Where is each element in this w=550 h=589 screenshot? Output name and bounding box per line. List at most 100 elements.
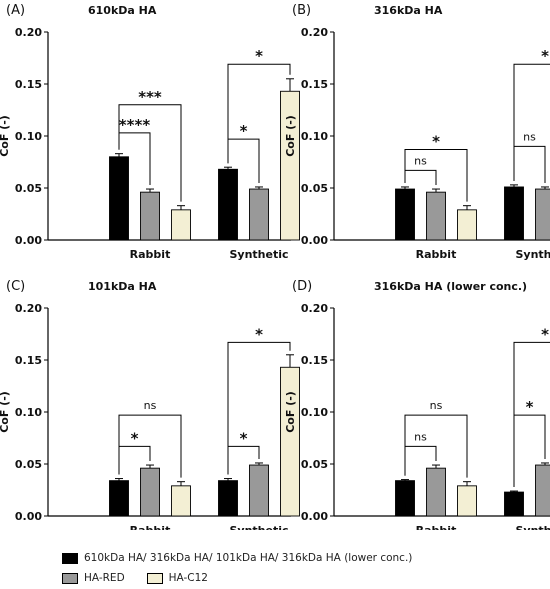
y-tick-label: 0.05: [15, 458, 42, 471]
y-tick-label: 0.10: [301, 130, 328, 143]
bar-rabbit-s2: [171, 209, 191, 241]
legend-item-1: HA-RED: [62, 572, 125, 584]
bar-synthetic-s0: [218, 168, 238, 241]
bar-rabbit-s2: [171, 485, 191, 517]
bar-rabbit-s1: [426, 467, 446, 517]
y-axis-label: CoF (-): [284, 391, 297, 433]
significance-label: ns: [430, 399, 443, 412]
significance-bracket: [404, 149, 468, 202]
significance-bracket: [118, 414, 182, 478]
bar-rabbit-s1: [140, 467, 160, 517]
significance-label: *: [255, 325, 263, 343]
panel-title: 101kDa HA: [88, 280, 157, 293]
y-tick-label: 0.15: [301, 354, 328, 367]
y-tick-label: 0.05: [301, 458, 328, 471]
significance-label: *: [541, 325, 549, 343]
x-tick-label: Rabbit: [130, 524, 171, 530]
panel-label: (C): [6, 279, 25, 294]
x-tick-label: Synthetic: [515, 524, 550, 530]
y-tick-label: 0.10: [15, 130, 42, 143]
bar-synthetic-s2: [280, 90, 300, 241]
y-tick-label: 0.15: [301, 78, 328, 91]
significance-bracket: [513, 63, 550, 181]
y-axis-label: CoF (-): [0, 115, 11, 157]
y-axis-label: CoF (-): [284, 115, 297, 157]
bar-rabbit-s1: [426, 191, 446, 241]
significance-label: ****: [119, 116, 151, 134]
y-tick-label: 0.20: [301, 302, 328, 315]
significance-bracket: [227, 341, 291, 475]
y-tick-label: 0.20: [15, 26, 42, 39]
bar-synthetic-s1: [535, 188, 550, 241]
significance-label: ns: [414, 154, 427, 167]
y-tick-label: 0.10: [15, 406, 42, 419]
y-tick-label: 0.15: [15, 78, 42, 91]
x-tick-label: Rabbit: [416, 248, 457, 261]
bar-synthetic-s0: [504, 491, 524, 517]
y-tick-label: 0.00: [15, 234, 42, 247]
x-tick-label: Synthetic: [515, 248, 550, 261]
legend: 610kDa HA/ 316kDa HA/ 101kDa HA/ 316kDa …: [62, 548, 532, 588]
y-tick-label: 0.20: [15, 302, 42, 315]
significance-bracket: [118, 104, 182, 202]
y-tick-label: 0.20: [301, 26, 328, 39]
bar-rabbit-s2: [457, 209, 477, 241]
legend-row-1: 610kDa HA/ 316kDa HA/ 101kDa HA/ 316kDa …: [62, 550, 434, 566]
bar-rabbit-s0: [109, 156, 129, 241]
y-tick-label: 0.00: [15, 510, 42, 523]
bar-rabbit-s1: [140, 191, 160, 241]
y-tick-label: 0.00: [301, 510, 328, 523]
significance-label: *: [240, 429, 248, 447]
x-tick-label: Synthetic: [229, 524, 288, 530]
panel-b: (B) 316kDa HA 0.00 0.05 0.10 0.15 0.20 CoF (-) R…: [284, 3, 550, 261]
y-axis-label: CoF (-): [0, 391, 11, 433]
legend-item-0: 610kDa HA/ 316kDa HA/ 101kDa HA/ 316kDa …: [62, 552, 412, 564]
significance-label: *: [255, 47, 263, 65]
significance-bracket: [404, 169, 437, 186]
bar-synthetic-s0: [504, 186, 524, 241]
panel-title: 610kDa HA: [88, 4, 157, 17]
x-tick-label: Rabbit: [416, 524, 457, 530]
y-tick-label: 0.05: [15, 182, 42, 195]
significance-label: *: [432, 133, 440, 151]
bar-rabbit-s2: [457, 485, 477, 517]
panel-title: 316kDa HA (lower conc.): [374, 280, 527, 293]
significance-label: *: [240, 122, 248, 140]
significance-bracket: [404, 414, 468, 478]
panel-c: (C) 101kDa HA 0.00 0.05 0.10 0.15 0.20 CoF (-) R…: [0, 279, 300, 530]
y-tick-label: 0.05: [301, 182, 328, 195]
panel-label: (A): [6, 3, 25, 18]
bar-rabbit-s0: [395, 480, 415, 517]
significance-label: *: [541, 47, 549, 65]
bar-synthetic-s0: [218, 480, 238, 517]
y-tick-label: 0.00: [301, 234, 328, 247]
significance-label: ns: [523, 130, 536, 143]
legend-swatch-1: [62, 572, 78, 584]
significance-bracket: [513, 145, 546, 183]
legend-label-2: HA-C12: [168, 572, 208, 584]
bar-synthetic-s1: [249, 464, 269, 517]
legend-swatch-2: [146, 572, 163, 584]
bar-synthetic-s1: [535, 464, 550, 517]
panel-a: (A) 610kDa HA 0.00 0.05 0.10 0.15 0.20 CoF (-) R…: [0, 3, 300, 261]
significance-bracket: [118, 132, 151, 186]
significance-bracket: [513, 341, 550, 488]
y-tick-label: 0.10: [301, 406, 328, 419]
significance-label: ns: [144, 399, 157, 412]
significance-bracket: [227, 63, 291, 164]
legend-swatch-0: [62, 552, 78, 564]
bar-synthetic-s1: [249, 188, 269, 241]
x-tick-label: Rabbit: [130, 248, 171, 261]
bar-rabbit-s0: [395, 188, 415, 241]
legend-row-2: HA-RED HA-C12: [62, 570, 230, 586]
panel-title: 316kDa HA: [374, 4, 443, 17]
legend-item-2: HA-C12: [146, 572, 208, 584]
panel-d: (D) 316kDa HA (lower conc.) 0.00 0.05 0.10 0.…: [284, 279, 550, 530]
bar-synthetic-s2: [280, 366, 300, 517]
significance-label: *: [526, 398, 534, 416]
significance-label: *: [131, 429, 139, 447]
y-tick-label: 0.15: [15, 354, 42, 367]
significance-label: ***: [138, 88, 162, 106]
panel-label: (B): [292, 3, 311, 18]
significance-label: ns: [414, 430, 427, 443]
